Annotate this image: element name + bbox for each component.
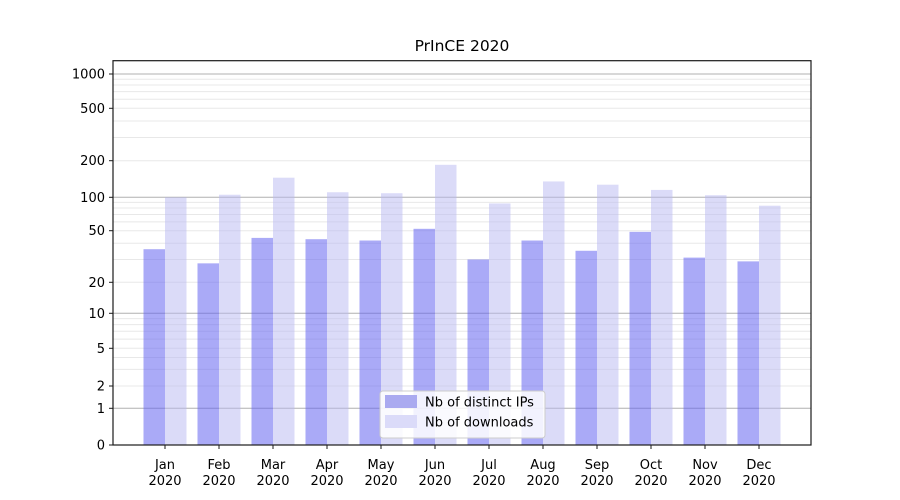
legend-swatch-distinct-ips xyxy=(385,395,417,408)
x-tick-label-month: Apr xyxy=(316,458,339,473)
legend-label-distinct-ips: Nb of distinct IPs xyxy=(425,396,534,411)
plot-border xyxy=(112,60,812,446)
bar-downloads-aug xyxy=(543,181,565,446)
y-tick-label: 100 xyxy=(80,191,105,206)
x-tick-label-year: 2020 xyxy=(202,474,235,489)
legend: Nb of distinct IPs Nb of downloads xyxy=(379,390,546,439)
y-tick-label: 20 xyxy=(88,276,105,291)
x-tick-label-year: 2020 xyxy=(472,474,505,489)
x-axis-ticks: Jan2020Feb2020Mar2020Apr2020May2020Jun20… xyxy=(148,445,776,489)
x-tick-label-month: Mar xyxy=(261,458,286,473)
bar-distinct-ips-nov xyxy=(683,257,705,445)
bar-distinct-ips-mar xyxy=(251,237,273,445)
axes-group xyxy=(112,60,812,446)
legend-label-downloads: Nb of downloads xyxy=(425,416,534,431)
bar-distinct-ips-may xyxy=(359,240,381,445)
x-tick-label-month: Feb xyxy=(207,458,230,473)
bar-distinct-ips-oct xyxy=(629,231,651,445)
y-tick-label: 200 xyxy=(80,154,105,169)
x-tick-label-month: Jun xyxy=(424,458,445,473)
x-tick-label-year: 2020 xyxy=(742,474,775,489)
y-tick-label: 2 xyxy=(97,380,105,395)
x-tick-label-month: May xyxy=(368,458,395,473)
x-tick-label-month: Sep xyxy=(585,458,610,473)
bar-downloads-mar xyxy=(273,177,295,445)
y-tick-label: 50 xyxy=(88,224,105,239)
y-tick-label: 10 xyxy=(88,307,105,322)
x-tick-label-month: Jan xyxy=(154,458,175,473)
y-tick-label: 500 xyxy=(80,102,105,117)
y-tick-label: 0 xyxy=(97,439,105,454)
chart-title: PrInCE 2020 xyxy=(415,37,510,55)
x-tick-label-month: Aug xyxy=(530,458,555,473)
y-axis-ticks: 0 1 2 5 10 20 50 100 200 500 1000 xyxy=(72,68,113,454)
x-tick-label-year: 2020 xyxy=(148,474,181,489)
bar-downloads-dec xyxy=(759,205,781,445)
bar-downloads-jul xyxy=(489,203,511,445)
y-tick-label: 1 xyxy=(97,402,105,417)
x-tick-label-month: Dec xyxy=(746,458,771,473)
y-tick-label: 1000 xyxy=(72,68,105,83)
x-tick-label-year: 2020 xyxy=(310,474,343,489)
bar-distinct-ips-sep xyxy=(575,250,597,445)
x-tick-label-year: 2020 xyxy=(580,474,613,489)
x-tick-label-year: 2020 xyxy=(526,474,559,489)
x-tick-label-year: 2020 xyxy=(364,474,397,489)
x-tick-label-year: 2020 xyxy=(688,474,721,489)
bar-downloads-oct xyxy=(651,189,673,445)
bar-distinct-ips-jan xyxy=(143,249,165,445)
bar-downloads-jan xyxy=(165,197,187,445)
bar-downloads-jun xyxy=(435,164,457,445)
x-tick-label-year: 2020 xyxy=(256,474,289,489)
x-tick-label-month: Oct xyxy=(640,458,662,473)
legend-box xyxy=(379,390,546,439)
bar-downloads-nov xyxy=(705,195,727,445)
x-tick-label-month: Jul xyxy=(480,458,497,473)
y-tick-label: 5 xyxy=(97,342,105,357)
x-tick-label-year: 2020 xyxy=(418,474,451,489)
bar-distinct-ips-feb xyxy=(197,263,219,445)
bar-downloads-may xyxy=(381,193,403,445)
bar-distinct-ips-apr xyxy=(305,239,327,445)
legend-swatch-downloads xyxy=(385,415,417,428)
bar-distinct-ips-dec xyxy=(737,261,759,445)
x-tick-label-month: Nov xyxy=(692,458,718,473)
bar-downloads-apr xyxy=(327,192,349,445)
bar-downloads-sep xyxy=(597,184,619,446)
x-tick-label-year: 2020 xyxy=(634,474,667,489)
bar-downloads-feb xyxy=(219,194,241,445)
